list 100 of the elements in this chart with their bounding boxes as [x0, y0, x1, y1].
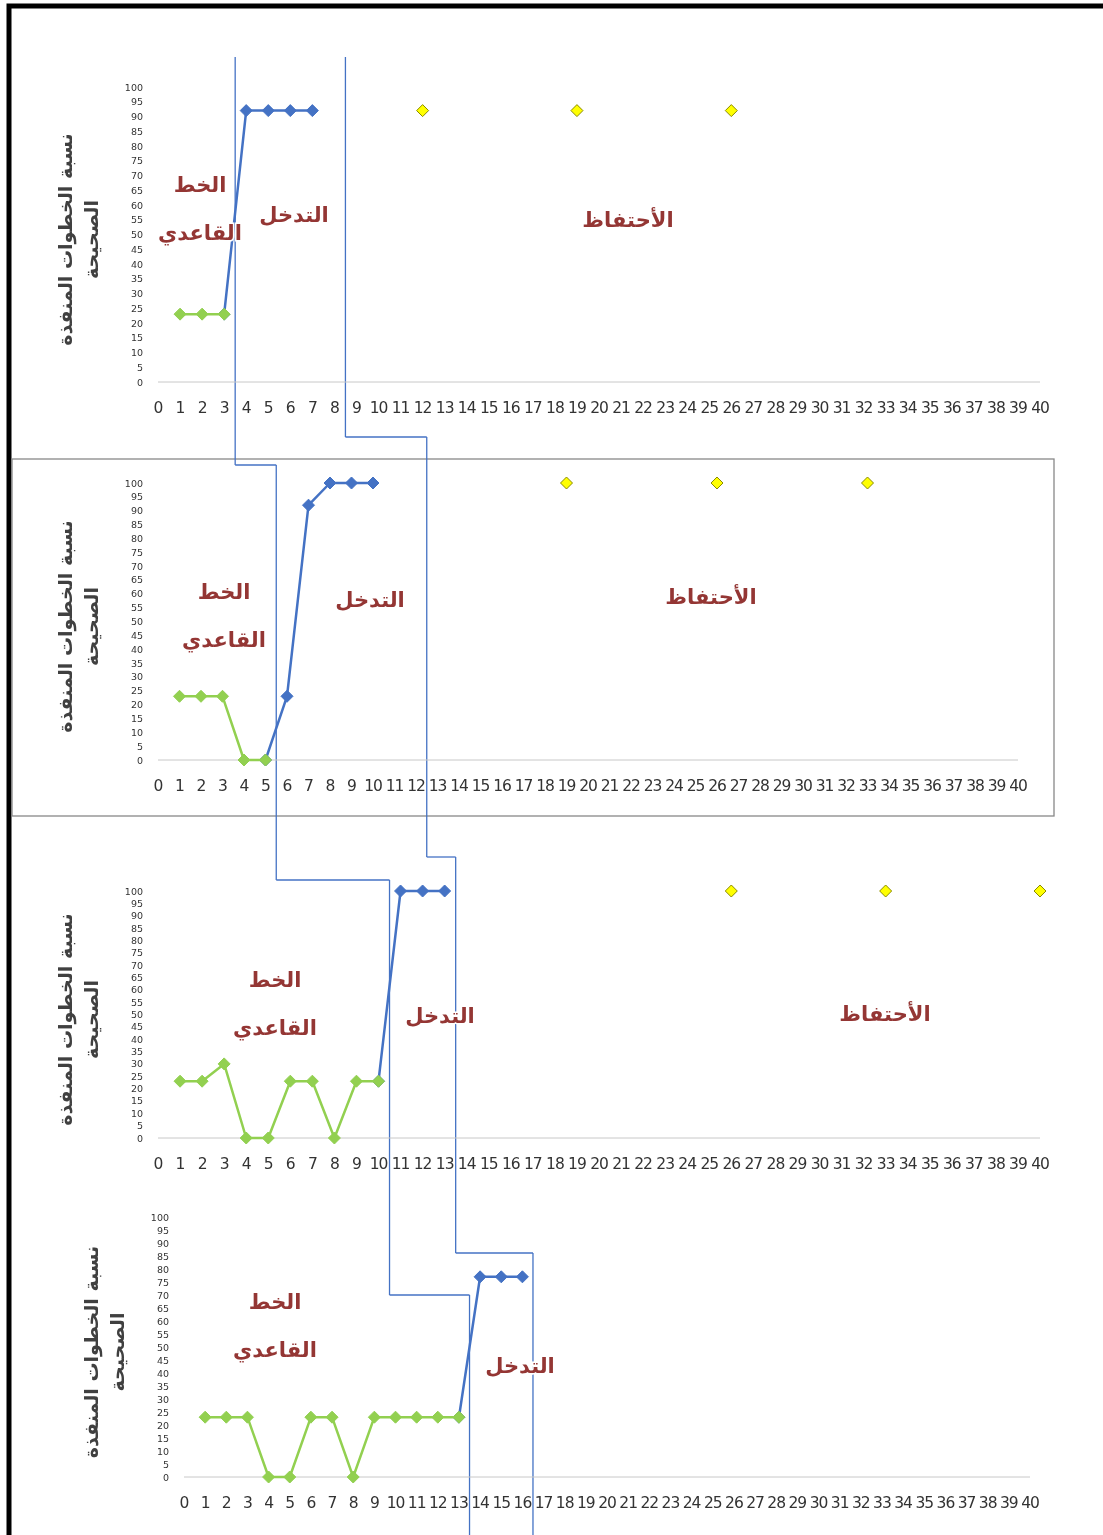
x-tick-label: 27: [744, 1155, 763, 1173]
x-tick-label: 10: [364, 777, 382, 795]
y-tick-label: 35: [130, 273, 143, 285]
y-tick-label: 70: [130, 170, 143, 181]
x-tick-label: 30: [810, 399, 829, 417]
x-tick-label: 19: [568, 399, 586, 417]
x-tick-label: 37: [957, 1494, 976, 1512]
x-tick-label: 14: [457, 399, 476, 417]
x-tick-label: 19: [568, 1155, 586, 1173]
x-tick-label: 3: [218, 777, 228, 795]
y-tick-label: 20: [130, 699, 143, 711]
x-tick-label: 29: [788, 1494, 807, 1512]
x-tick-label: 29: [788, 1155, 807, 1173]
x-tick-label: 40: [1031, 1155, 1049, 1173]
x-tick-label: 11: [391, 399, 410, 417]
x-tick-label: 9: [347, 777, 357, 795]
y-tick-label: 95: [130, 96, 143, 108]
x-tick-label: 7: [327, 1494, 337, 1512]
y-tick-label: 70: [130, 959, 143, 971]
x-tick-label: 32: [854, 1155, 873, 1173]
y-tick-label: 70: [130, 560, 143, 572]
x-tick-label: 36: [942, 1155, 961, 1173]
y-tick-label: 80: [130, 140, 143, 152]
y-axis-title: نسبة الخطوات المنفذة الصحيحة: [54, 913, 102, 1126]
x-tick-label: 4: [241, 399, 251, 417]
y-tick-label: 5: [136, 1120, 143, 1132]
y-tick-label: 90: [130, 910, 143, 922]
x-tick-label: 13: [435, 1155, 454, 1173]
y-tick-label: 65: [156, 1302, 169, 1314]
x-tick-label: 26: [708, 777, 726, 795]
x-tick-label: 24: [682, 1494, 701, 1512]
x-tick-label: 28: [766, 399, 785, 417]
x-tick-label: 39: [1009, 399, 1027, 417]
x-tick-label: 26: [725, 1494, 743, 1512]
y-tick-label: 85: [130, 125, 143, 137]
x-tick-label: 21: [612, 399, 631, 417]
x-tick-label: 26: [722, 399, 741, 417]
x-tick-label: 1: [175, 399, 185, 417]
x-tick-label: 22: [622, 777, 640, 795]
annotation: الخط القاعدي: [182, 580, 266, 653]
x-tick-label: 11: [391, 1155, 410, 1173]
x-tick-label: 15: [479, 399, 498, 417]
y-tick-label: 100: [124, 81, 143, 93]
x-tick-label: 35: [901, 777, 920, 795]
x-tick-label: 23: [656, 399, 675, 417]
x-tick-label: 28: [767, 1494, 786, 1512]
y-tick-label: 35: [156, 1380, 169, 1392]
x-tick-label: 15: [471, 777, 490, 795]
x-tick-label: 22: [640, 1494, 659, 1512]
annotation: الخط القاعدي: [233, 1290, 317, 1363]
x-tick-label: 4: [239, 777, 249, 795]
x-tick-label: 40: [1009, 777, 1027, 795]
x-tick-label: 34: [898, 1155, 917, 1173]
x-tick-label: 37: [964, 1155, 983, 1173]
x-tick-label: 20: [590, 399, 608, 417]
y-tick-label: 65: [130, 184, 143, 196]
x-tick-label: 12: [428, 1494, 447, 1512]
y-tick-label: 0: [136, 754, 143, 766]
x-tick-label: 2: [221, 1494, 231, 1512]
y-tick-label: 15: [156, 1432, 169, 1444]
x-tick-label: 37: [944, 777, 963, 795]
x-tick-label: 38: [978, 1494, 997, 1512]
y-tick-label: 0: [136, 1132, 143, 1144]
x-tick-label: 18: [546, 1155, 564, 1173]
y-tick-label: 100: [124, 885, 143, 897]
y-tick-label: 75: [156, 1276, 169, 1288]
y-tick-label: 95: [156, 1224, 169, 1236]
x-tick-label: 35: [915, 1494, 934, 1512]
x-tick-label: 20: [579, 777, 597, 795]
x-tick-label: 40: [1021, 1494, 1039, 1512]
y-tick-label: 25: [130, 302, 143, 314]
x-tick-label: 8: [348, 1494, 358, 1512]
x-tick-label: 2: [197, 399, 207, 417]
y-tick-label: 20: [130, 1083, 143, 1095]
y-tick-label: 25: [130, 1070, 143, 1082]
x-tick-label: 18: [546, 399, 564, 417]
y-tick-label: 75: [130, 155, 143, 167]
x-tick-label: 9: [352, 399, 362, 417]
x-tick-label: 33: [873, 1494, 891, 1512]
x-tick-label: 8: [325, 777, 335, 795]
x-tick-label: 39: [987, 777, 1006, 795]
x-tick-label: 0: [179, 1494, 189, 1512]
x-tick-label: 23: [661, 1494, 680, 1512]
y-tick-label: 90: [130, 505, 143, 517]
x-tick-label: 5: [263, 1155, 273, 1173]
x-tick-label: 40: [1031, 399, 1049, 417]
x-tick-label: 33: [858, 777, 877, 795]
x-tick-label: 6: [285, 1155, 295, 1173]
x-tick-label: 17: [523, 399, 542, 417]
x-tick-label: 34: [898, 399, 917, 417]
y-tick-label: 5: [136, 361, 143, 373]
y-tick-label: 95: [130, 491, 143, 503]
x-tick-label: 6: [306, 1494, 316, 1512]
x-tick-label: 6: [285, 399, 295, 417]
y-tick-label: 45: [130, 629, 143, 641]
y-tick-label: 15: [130, 332, 143, 344]
y-tick-label: 40: [156, 1367, 169, 1379]
x-tick-label: 31: [832, 1155, 851, 1173]
x-tick-label: 24: [665, 777, 683, 795]
y-tick-label: 50: [156, 1341, 169, 1353]
